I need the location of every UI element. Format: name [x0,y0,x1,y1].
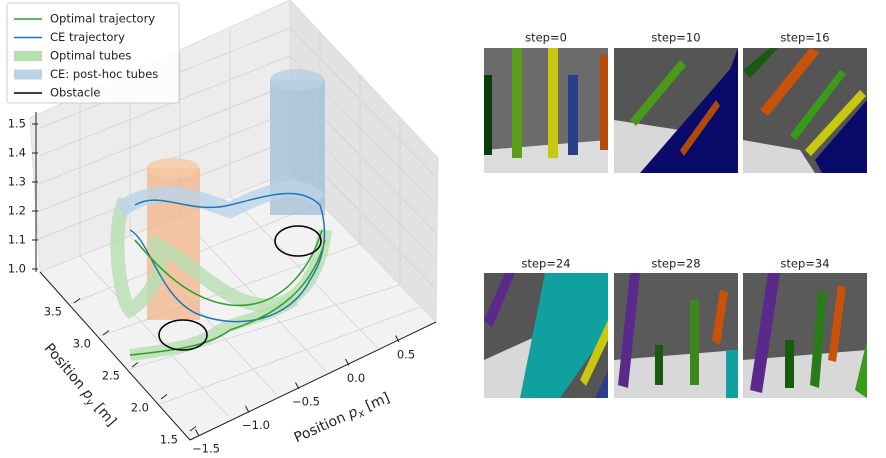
legend-swatch [14,69,42,80]
panel-title: step=10 [651,31,700,45]
panel-title: step=28 [651,257,700,271]
camera-image [614,48,738,173]
y-axis-label: Position py [m] [39,340,119,430]
tick-label: −1.0 [242,418,270,432]
tick-label: 1.5 [8,117,26,131]
tick-mark [73,298,81,304]
legend-label: CE trajectory [50,30,125,44]
tick-mark [189,426,197,432]
tick-label: 3.5 [44,305,62,319]
camera-image [743,48,867,173]
tick-label: 1.3 [8,175,26,189]
tick-mark [245,405,250,413]
legend-label: Optimal tubes [50,49,131,63]
tick-mark [131,362,139,368]
trajectory-art [110,69,332,361]
camera-image [484,48,608,173]
panel-title: step=34 [780,257,829,271]
tick-label: 2.0 [131,401,149,415]
tick-label: −0.5 [292,395,320,409]
tick-mark [102,330,110,336]
legend-label: Obstacle [50,86,101,100]
tick-mark [395,335,400,343]
camera-image [614,273,738,398]
legend [6,2,180,104]
tick-label: 1.5 [160,433,178,447]
tick-mark [345,358,350,366]
x-label-text: Position [292,408,352,447]
tick-label: 0.5 [397,348,415,362]
tick-label: 1.0 [8,262,26,276]
legend-label: CE: post-hoc tubes [50,67,158,81]
panel-title: step=24 [521,257,570,271]
x-label-unit: [m] [359,390,392,416]
tick-label: 1.2 [8,204,26,218]
tick-label: 0.0 [347,371,365,385]
legend-swatch [14,51,42,61]
tick-mark [195,429,200,437]
panel-title: step=0 [525,31,567,45]
tick-label: 3.0 [73,337,91,351]
tick-label: 1.4 [8,146,26,160]
camera-image [484,273,608,398]
tick-mark [160,394,168,400]
camera-panels [484,48,867,398]
x-label-sub: x [356,408,367,421]
axis-edges [35,112,437,441]
panel-title: step=16 [780,31,829,45]
tick-mark [295,382,300,390]
tick-label: 2.5 [102,369,120,383]
legend-label: Optimal trajectory [50,12,155,26]
camera-image [743,273,867,398]
tick-label: 1.1 [8,233,26,247]
tick-label: −1.5 [192,442,220,456]
legend-entries: Optimal trajectory CE trajectory Optimal t… [14,12,158,100]
